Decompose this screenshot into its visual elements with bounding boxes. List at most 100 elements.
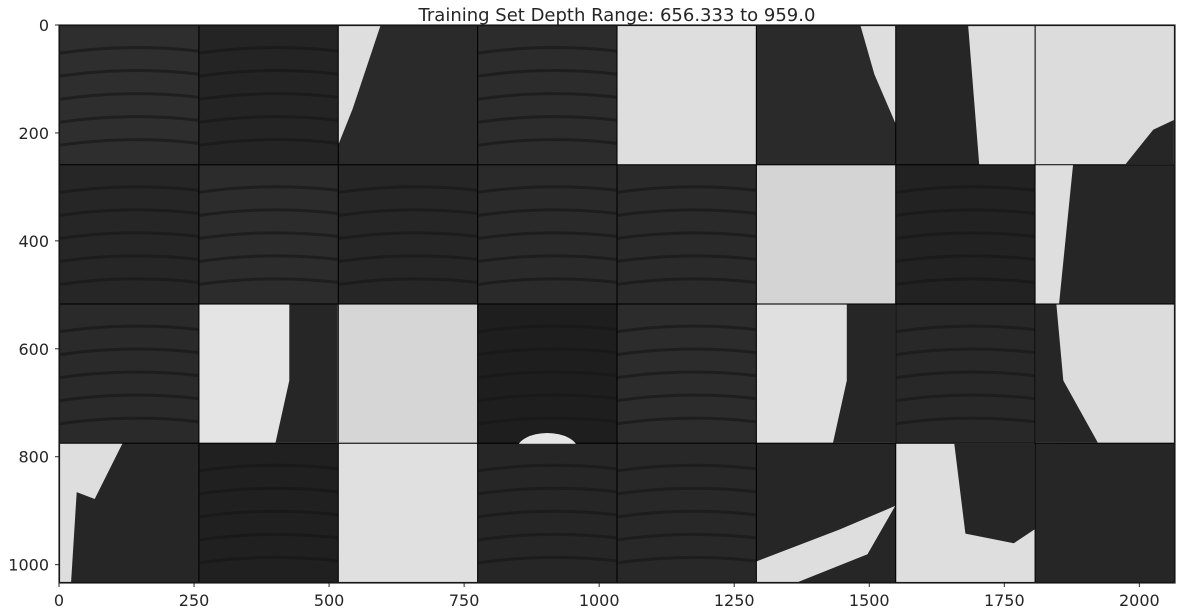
tile-region — [1035, 443, 1098, 582]
tile-texture — [59, 208, 199, 217]
tile-texture — [338, 185, 478, 194]
tile-region — [756, 505, 896, 582]
tile-texture — [59, 92, 199, 101]
x-tick-label: 1750 — [984, 591, 1025, 610]
tile-texture — [199, 463, 338, 473]
tile-texture — [896, 185, 1035, 194]
tile-texture — [477, 324, 617, 334]
tile-texture — [477, 509, 617, 519]
y-tick-label: 400 — [18, 232, 49, 251]
tile-texture — [199, 208, 338, 217]
chart-title: Training Set Depth Range: 656.333 to 959… — [418, 5, 816, 26]
image-tile — [756, 443, 896, 582]
image-tile — [477, 165, 617, 304]
tile-texture — [477, 532, 617, 542]
tile-texture — [199, 46, 338, 55]
image-tile — [59, 165, 199, 304]
tile-region — [338, 26, 381, 144]
image-tile — [1035, 165, 1174, 304]
image-tile — [617, 443, 756, 582]
tile-texture — [896, 254, 1035, 263]
tile-texture — [477, 254, 617, 263]
tile-base — [338, 443, 478, 582]
y-tick-label: 800 — [18, 448, 49, 467]
tile-region — [896, 443, 1035, 544]
image-tile — [477, 304, 617, 467]
image-tile — [617, 26, 756, 165]
tile-texture — [338, 208, 478, 217]
image-tile — [199, 304, 338, 443]
tile-texture — [617, 532, 756, 542]
tile-texture — [477, 69, 617, 78]
tile-texture — [477, 208, 617, 217]
tile-texture — [59, 277, 199, 286]
tile-texture — [477, 486, 617, 496]
image-tile — [199, 165, 338, 304]
image-tile — [756, 304, 896, 443]
tile-texture — [199, 254, 338, 263]
tile-region — [1035, 165, 1073, 304]
tile-texture — [199, 555, 338, 565]
image-tile — [617, 304, 756, 443]
image-tile — [1035, 443, 1174, 582]
tile-texture — [617, 231, 756, 240]
image-tile — [617, 165, 756, 304]
tile-base — [338, 304, 478, 443]
x-tick-label: 1000 — [579, 591, 620, 610]
tile-texture — [477, 370, 617, 380]
tile-texture — [896, 370, 1035, 380]
tile-texture — [59, 370, 199, 380]
tile-texture — [617, 185, 756, 194]
tile-texture — [199, 138, 338, 147]
tile-texture — [617, 509, 756, 519]
tile-texture — [477, 463, 617, 473]
tile-texture — [199, 532, 338, 542]
tile-texture — [199, 486, 338, 496]
tile-texture — [477, 347, 617, 357]
tile-texture — [199, 115, 338, 124]
image-tile — [59, 304, 199, 443]
x-tick-label: 750 — [449, 591, 480, 610]
tile-texture — [59, 185, 199, 194]
tile-texture — [617, 254, 756, 263]
tile-texture — [59, 115, 199, 124]
axes-frame — [58, 24, 1176, 584]
tile-texture — [59, 324, 199, 334]
image-tile — [896, 26, 1035, 165]
image-tile — [199, 443, 338, 582]
tile-region — [860, 26, 896, 123]
y-tick-label: 1000 — [8, 556, 49, 575]
y-tick-label: 600 — [18, 340, 49, 359]
x-tick-label: 2000 — [1119, 591, 1160, 610]
tile-base — [617, 26, 756, 165]
tile-texture — [59, 416, 199, 426]
image-tile — [896, 443, 1035, 582]
tile-region — [833, 304, 896, 443]
image-tile — [1035, 26, 1174, 165]
tile-texture — [477, 416, 617, 426]
tile-texture — [338, 254, 478, 263]
tile-base — [756, 165, 896, 304]
tile-texture — [617, 486, 756, 496]
tile-texture — [477, 555, 617, 565]
tile-region — [60, 443, 123, 582]
image-tile — [896, 165, 1035, 304]
tile-texture — [617, 555, 756, 565]
x-tick-label: 250 — [179, 591, 210, 610]
tile-texture — [896, 393, 1035, 403]
tile-texture — [617, 347, 756, 357]
tile-texture — [59, 393, 199, 403]
image-tile — [477, 443, 617, 582]
y-tick-label: 200 — [18, 124, 49, 143]
y-axis: 0 200 400 600 800 1000 — [8, 16, 59, 575]
tile-texture — [59, 46, 199, 55]
tile-texture — [199, 231, 338, 240]
tile-texture — [199, 185, 338, 194]
tile-texture — [477, 277, 617, 286]
tile-texture — [199, 277, 338, 286]
tile-texture — [199, 69, 338, 78]
image-tile — [199, 26, 338, 165]
tile-texture — [617, 208, 756, 217]
tile-region — [968, 26, 1035, 165]
tile-texture — [896, 277, 1035, 286]
